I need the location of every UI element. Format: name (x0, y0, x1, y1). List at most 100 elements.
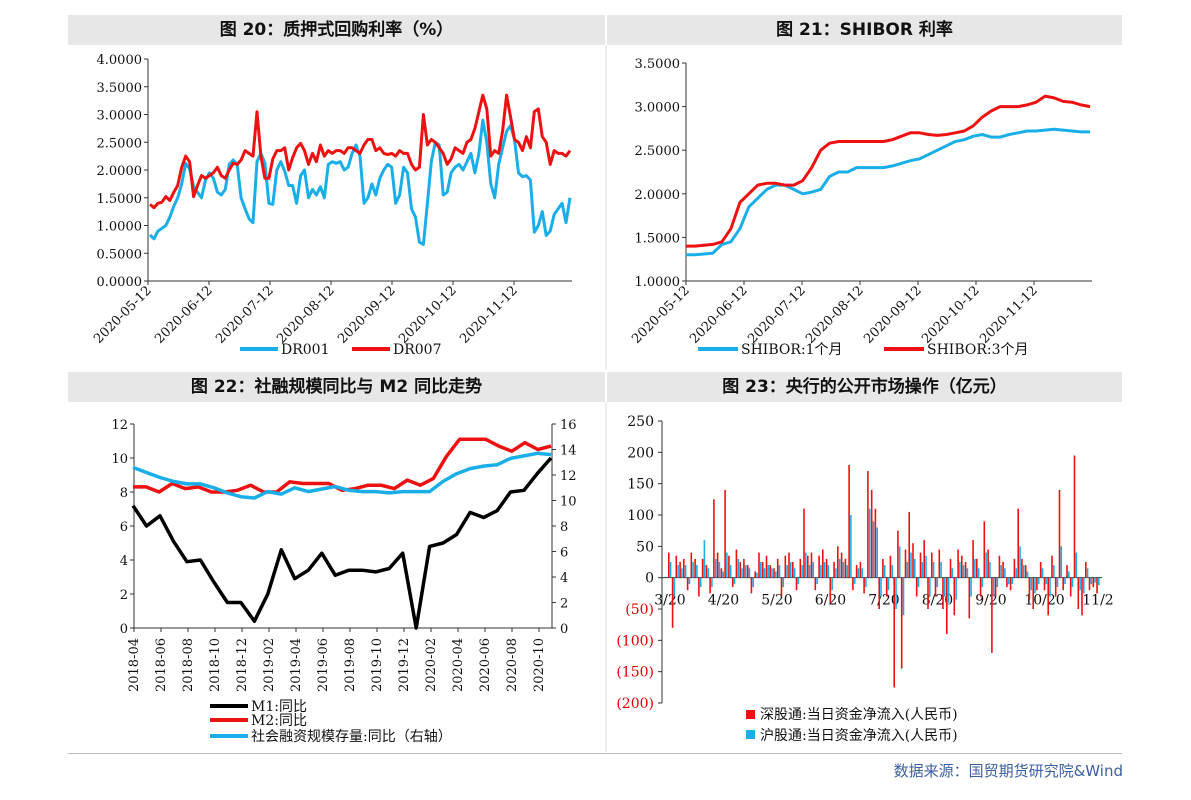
bar-sh-connect (699, 577, 702, 588)
y2-tick-label: 6 (560, 546, 568, 561)
bar-sz-connect (724, 489, 726, 578)
bar-sz-connect (690, 552, 693, 578)
x-tick-label: 2020-10 (532, 638, 547, 692)
y-tick-label: 50 (636, 539, 654, 555)
y-tick-label: 1.5000 (635, 231, 681, 246)
series-line- (132, 451, 552, 500)
bar-sh-connect (669, 562, 672, 578)
bar-sz-connect (818, 555, 820, 578)
y2-tick-label: 12 (560, 469, 577, 484)
bar-sz-connect (1039, 562, 1042, 578)
bar-sh-connect (902, 577, 905, 616)
bar-sz-connect (889, 555, 892, 578)
bar-sz-connect (705, 565, 708, 578)
bar-sh-connect (970, 577, 972, 597)
bar-sh-connect (910, 552, 912, 578)
bar-sz-connect (998, 555, 1001, 578)
bar-sh-connect (1094, 577, 1096, 583)
bar-sz-connect (833, 562, 835, 578)
y2-tick-label: 14 (560, 444, 577, 459)
x-tick-label: 2019-04 (289, 638, 304, 692)
bar-sh-connect (887, 577, 890, 591)
bar-sz-connect (765, 555, 768, 578)
bar-sh-connect (989, 562, 991, 578)
bar-sz-connect (754, 571, 756, 578)
x-tick-label: 2020-06-12 (687, 283, 751, 347)
bar-sh-connect (925, 555, 927, 578)
bar-sz-connect (758, 552, 760, 578)
bar-sz-connect (912, 543, 914, 578)
bar-sz-connect (776, 558, 779, 578)
bar-sz-connect (810, 552, 813, 578)
bar-sz-connect (1088, 577, 1091, 591)
bar-sz-connect (904, 549, 907, 578)
panel-title-20: 图 20：质押式回购利率（%） (68, 15, 605, 45)
bar-sz-connect (1073, 455, 1076, 578)
bar-sz-connect (923, 540, 925, 578)
x-tick-label: 2020-11-12 (977, 283, 1041, 347)
bar-sh-connect (1041, 568, 1044, 578)
x-tick-label: 10/20 (1024, 593, 1064, 609)
bar-sz-connect (946, 577, 948, 635)
y-tick-label: (200) (616, 696, 654, 712)
bar-sz-connect (728, 555, 730, 578)
x-tick-label: 2020-05-12 (629, 283, 693, 347)
y-tick-label: 0.0000 (97, 275, 143, 290)
bar-sh-connect (1004, 568, 1006, 578)
y2-tick-label: 8 (560, 520, 568, 535)
bar-sz-connect (799, 558, 802, 578)
bar-sh-connect (1019, 546, 1021, 578)
bar-sz-connect (964, 562, 967, 578)
series-line-SHIBOR3 (686, 94, 1091, 248)
bar-sh-connect (985, 552, 987, 578)
y-tick-label: 3.5000 (97, 81, 143, 96)
y-tick-label: (150) (616, 665, 654, 681)
y2-tick-label: 16 (560, 418, 577, 433)
bar-sz-connect (761, 562, 764, 578)
bar-sz-connect (991, 577, 993, 653)
bar-sz-connect (716, 552, 719, 578)
bar-sz-connect (1006, 577, 1008, 588)
bar-sz-connect (1013, 558, 1016, 578)
x-tick-label: 2019-10 (370, 638, 385, 692)
bar-sh-connect (786, 565, 788, 578)
x-tick-label: 9/20 (975, 593, 1006, 609)
series-line-DR007 (149, 93, 572, 210)
bar-sh-connect (1053, 565, 1055, 578)
bar-sh-connect (793, 568, 796, 578)
legend-label-shibor1m: SHIBOR:1个月 (741, 342, 843, 358)
bar-sh-connect (835, 568, 837, 578)
bar-sz-connect (750, 577, 753, 594)
bar-sz-connect (698, 577, 700, 597)
y-tick-label: 1.5000 (97, 192, 143, 207)
bar-sh-connect (914, 558, 916, 578)
y2-tick-label: 10 (560, 495, 577, 510)
bar-sh-connect (820, 565, 822, 578)
bar-sz-connect (792, 562, 794, 578)
bar-sz-connect (979, 577, 982, 597)
bar-sz-connect (1028, 577, 1031, 600)
bar-sz-connect (987, 549, 989, 578)
bar-sz-connect (983, 521, 986, 578)
bar-sh-connect (805, 552, 807, 578)
bar-sz-connect (807, 555, 809, 578)
y-tick-label: 1.0000 (97, 220, 143, 235)
bar-sz-connect (953, 577, 956, 616)
bar-sz-connect (893, 577, 895, 688)
bar-sh-connect (1056, 577, 1059, 588)
bar-sh-connect (744, 565, 747, 578)
bar-sh-connect (752, 577, 754, 588)
bar-sh-connect (797, 577, 800, 584)
bar-sh-connect (775, 571, 777, 578)
bar-sh-connect (1026, 571, 1029, 578)
source-note: 数据来源：国贸期货研究院&Wind (893, 762, 1123, 780)
bar-sh-connect (1068, 571, 1070, 578)
bar-sh-connect (947, 577, 950, 603)
bar-sz-connect (720, 568, 723, 578)
panel-title-22: 图 22：社融规模同比与 M2 同比走势 (68, 372, 605, 402)
bar-sh-connect (1011, 577, 1014, 584)
bar-sh-connect (917, 577, 920, 588)
bar-sh-connect (692, 562, 694, 578)
bar-sh-connect (711, 577, 713, 588)
bar-sz-connect (694, 558, 696, 578)
